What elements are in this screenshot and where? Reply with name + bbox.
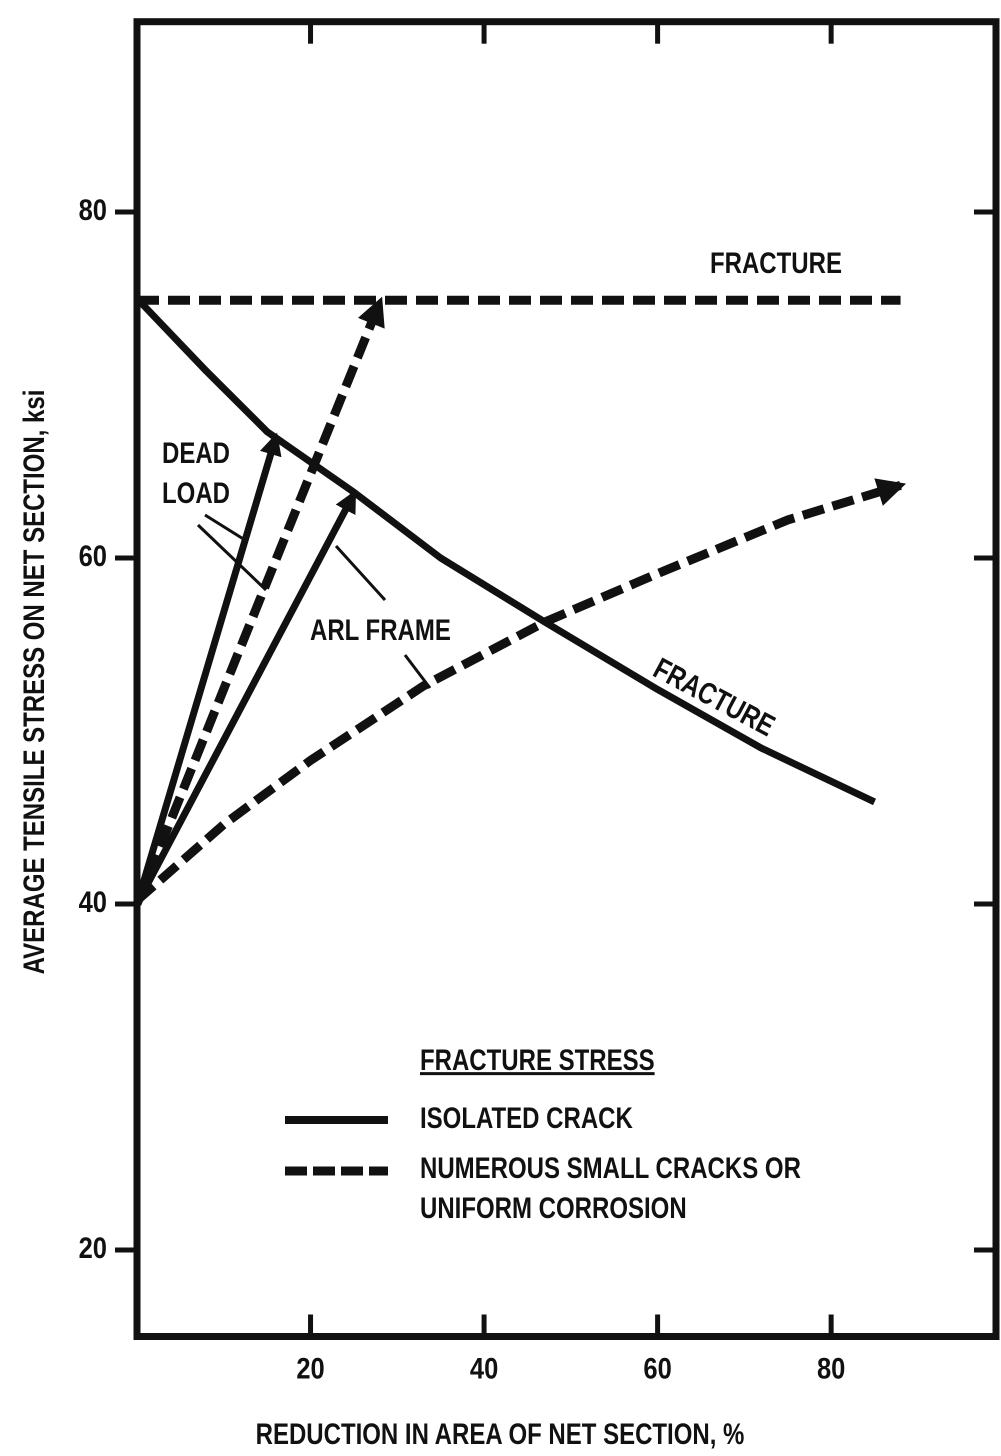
annotation: ARL FRAME [310,612,451,646]
fracture-curve [134,296,877,806]
x-tick-label: 60 [643,1351,671,1384]
y-tick-label: 20 [79,1231,107,1264]
annotation: FRACTURE [710,245,842,279]
x-tick-label: 40 [470,1351,498,1384]
y-tick-label: 40 [79,885,107,918]
plot-frame [133,18,1000,1341]
legend-label-box: NUMEROUS SMALL CRACKS OR UNIFORM CORROSI… [420,1152,801,1225]
legend-title: FRACTURE STRESS [420,1042,655,1076]
legend-label: ISOLATED CRACK [420,1100,633,1134]
y-tick-label: 60 [79,539,107,572]
x-tick-label: 20 [296,1351,324,1384]
annotation-box: DEAD LOAD [162,437,231,510]
y-tick-label: 80 [79,193,107,226]
annotation: DEAD LOAD [162,437,231,510]
load-path [133,490,358,906]
load-path [133,432,282,905]
legend-label: NUMEROUS SMALL CRACKS OR UNIFORM CORROSI… [420,1152,801,1225]
x-tick-label: 80 [817,1351,845,1384]
load-path [134,478,907,904]
y-axis-label: AVERAGE TENSILE STRESS ON NET SECTION, k… [16,390,50,975]
x-axis-label: REDUCTION IN AREA OF NET SECTION, % [256,1416,745,1450]
load-path [132,296,385,906]
